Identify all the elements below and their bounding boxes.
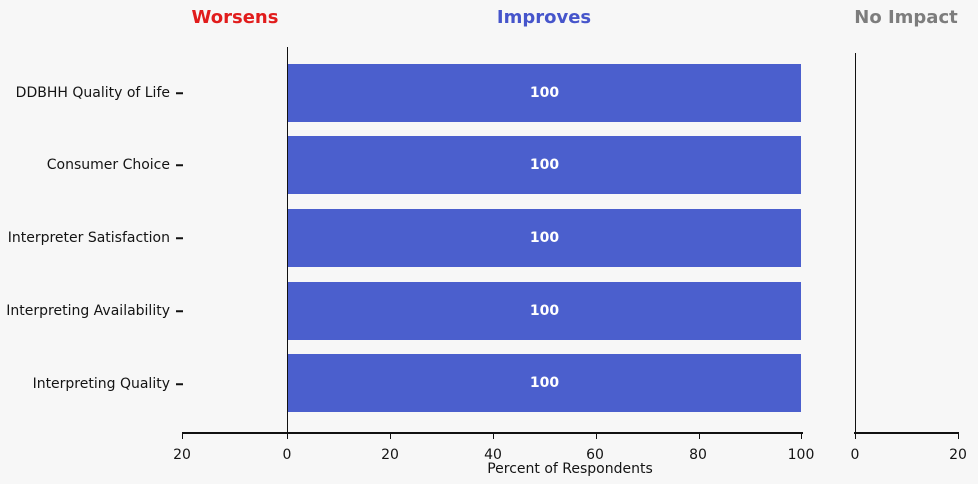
panel-title-worsens: Worsens bbox=[191, 7, 279, 28]
x-tick-label: 0 bbox=[850, 447, 860, 463]
x-tick-label: 100 bbox=[787, 447, 815, 463]
no-impact-zero-axis-spine bbox=[854, 53, 856, 432]
category-label: Interpreting Quality bbox=[32, 376, 170, 392]
bar-value-label: 100 bbox=[529, 230, 560, 246]
bar-interpreting-quality bbox=[288, 354, 801, 412]
category-label: Interpreting Availability bbox=[6, 303, 170, 319]
x-tick-label: 20 bbox=[381, 447, 399, 463]
x-tick-label: 60 bbox=[586, 447, 604, 463]
category-label: Consumer Choice bbox=[46, 157, 170, 173]
bar-value-label: 100 bbox=[529, 375, 560, 391]
y-tick-mark bbox=[176, 164, 183, 166]
bar-value-label: 100 bbox=[529, 303, 560, 319]
x-tick-label: 80 bbox=[689, 447, 707, 463]
bar-consumer-choice bbox=[288, 136, 801, 194]
x-tick-mark bbox=[389, 433, 391, 439]
bar-value-label: 100 bbox=[529, 85, 560, 101]
category-label: DDBHH Quality of Life bbox=[15, 85, 170, 101]
x-tick-mark bbox=[492, 433, 494, 439]
x-tick-mark bbox=[595, 433, 597, 439]
y-tick-mark bbox=[176, 310, 183, 312]
x-tick-label: 0 bbox=[282, 447, 292, 463]
x-axis-line-right bbox=[854, 432, 959, 434]
y-tick-mark bbox=[176, 237, 183, 239]
panel-title-no-impact: No Impact bbox=[854, 7, 958, 28]
bar-interpreting-availability bbox=[288, 282, 801, 340]
bar-value-label: 100 bbox=[529, 157, 560, 173]
bar-ddbhh-quality-of-life bbox=[288, 64, 801, 122]
y-tick-mark bbox=[176, 383, 183, 385]
x-tick-mark bbox=[854, 433, 856, 439]
x-tick-mark bbox=[957, 433, 959, 439]
y-tick-mark bbox=[176, 92, 183, 94]
improves-zero-axis-spine bbox=[286, 47, 288, 432]
x-tick-label: 20 bbox=[949, 447, 967, 463]
x-tick-mark bbox=[698, 433, 700, 439]
x-tick-mark bbox=[181, 433, 183, 439]
x-axis-label: Percent of Respondents bbox=[487, 461, 653, 477]
x-tick-mark bbox=[800, 433, 802, 439]
panel-title-improves: Improves bbox=[496, 7, 592, 28]
x-tick-label: 40 bbox=[484, 447, 502, 463]
x-tick-mark bbox=[286, 433, 288, 439]
x-axis-line-left-middle bbox=[182, 432, 803, 434]
category-label: Interpreter Satisfaction bbox=[7, 230, 170, 246]
x-tick-label: 20 bbox=[173, 447, 191, 463]
bar-interpreter-satisfaction bbox=[288, 209, 801, 267]
